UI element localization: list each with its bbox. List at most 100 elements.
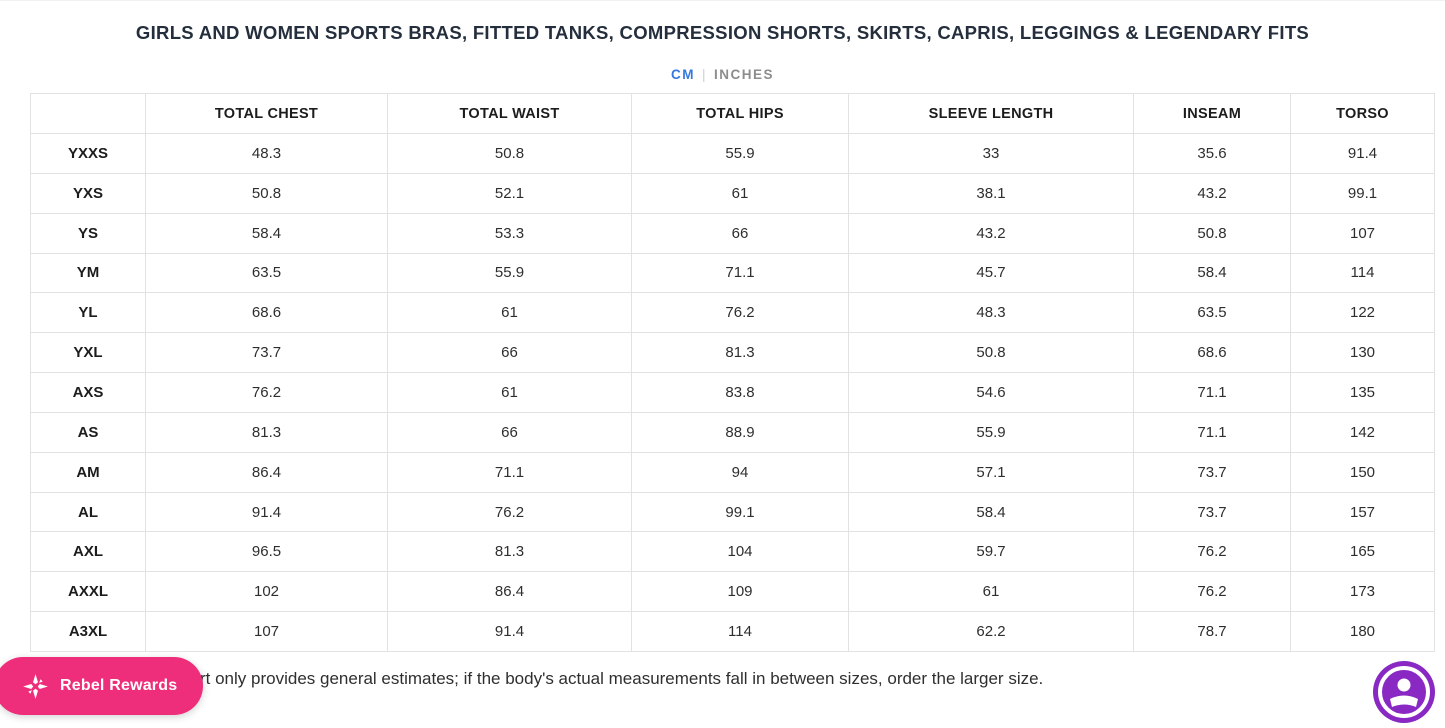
size-label: A3XL (30, 611, 146, 652)
measurement-cell: 55.9 (848, 411, 1134, 453)
measurement-cell: 61 (387, 292, 632, 334)
measurement-cell: 63.5 (1133, 292, 1291, 334)
size-label: YXS (30, 172, 146, 214)
measurement-cell: 50.8 (145, 172, 388, 214)
measure-column-header: TORSO (1290, 93, 1435, 134)
measurement-cell: 35.6 (1133, 133, 1291, 174)
size-label: YL (30, 292, 146, 334)
measure-column-header: TOTAL WAIST (387, 93, 632, 134)
measurement-cell: 54.6 (848, 372, 1134, 413)
size-label: AXS (30, 372, 146, 413)
header-row: TOTAL CHEST TOTAL WAIST TOTAL HIPS SLEEVE L… (30, 93, 1435, 134)
measurement-cell: 104 (631, 531, 849, 573)
accessibility-widget-button[interactable] (1373, 661, 1435, 723)
measurement-cell: 96.5 (145, 531, 388, 573)
measurement-cell: 68.6 (145, 292, 388, 334)
measure-column-header: TOTAL CHEST (145, 93, 388, 134)
table-row: A3XL 107 91.4 114 62.2 78.7 180 (30, 611, 1435, 652)
measurement-cell: 157 (1290, 491, 1435, 533)
measurement-cell: 91.4 (387, 611, 632, 652)
measurement-cell: 38.1 (848, 172, 1134, 214)
table-row: YS 58.4 53.3 66 43.2 50.8 107 (30, 212, 1435, 254)
measurement-cell: 83.8 (631, 372, 849, 413)
measurement-cell: 71.1 (1133, 372, 1291, 413)
measurement-cell: 50.8 (848, 332, 1134, 374)
measurement-cell: 57.1 (848, 451, 1134, 493)
measurement-cell: 122 (1290, 292, 1435, 334)
measurement-cell: 173 (1290, 571, 1435, 613)
measurement-cell: 150 (1290, 451, 1435, 493)
measurement-cell: 86.4 (387, 571, 632, 613)
measure-column-header: INSEAM (1133, 93, 1291, 134)
measurement-cell: 61 (848, 571, 1134, 613)
table-row: AS 81.3 66 88.9 55.9 71.1 142 (30, 411, 1435, 453)
measurement-cell: 109 (631, 571, 849, 613)
measurement-cell: 58.4 (848, 491, 1134, 533)
measurement-cell: 62.2 (848, 611, 1134, 652)
unit-toggle-inches[interactable]: INCHES (714, 67, 775, 82)
measurement-cell: 50.8 (387, 133, 632, 174)
size-column-header (30, 93, 146, 134)
measurement-cell: 73.7 (1133, 491, 1291, 533)
table-row: AXL 96.5 81.3 104 59.7 76.2 165 (30, 531, 1435, 573)
measurement-cell: 43.2 (848, 212, 1134, 254)
size-label: YS (30, 212, 146, 254)
measurement-cell: 99.1 (631, 491, 849, 533)
size-label: YM (30, 252, 146, 294)
measurement-cell: 142 (1290, 411, 1435, 453)
accessibility-person-icon (1373, 666, 1435, 727)
measurement-cell: 58.4 (1133, 252, 1291, 294)
measurement-cell: 76.2 (631, 292, 849, 334)
measure-column-header: TOTAL HIPS (631, 93, 849, 134)
measurement-cell: 33 (848, 133, 1134, 174)
table-row: AM 86.4 71.1 94 57.1 73.7 150 (30, 451, 1435, 493)
measurement-cell: 71.1 (631, 252, 849, 294)
measurement-cell: 61 (631, 172, 849, 214)
measurement-cell: 73.7 (1133, 451, 1291, 493)
table-row: AL 91.4 76.2 99.1 58.4 73.7 157 (30, 491, 1435, 533)
size-label: AXXL (30, 571, 146, 613)
measurement-cell: 53.3 (387, 212, 632, 254)
table-row: AXXL 102 86.4 109 61 76.2 173 (30, 571, 1435, 613)
measurement-cell: 165 (1290, 531, 1435, 573)
measurement-cell: 76.2 (145, 372, 388, 413)
measurement-cell: 107 (1290, 212, 1435, 254)
measurement-cell: 43.2 (1133, 172, 1291, 214)
measurement-cell: 76.2 (1133, 571, 1291, 613)
measurement-cell: 81.3 (387, 531, 632, 573)
table-row: YM 63.5 55.9 71.1 45.7 58.4 114 (30, 252, 1435, 294)
size-chart-body: YXXS 48.3 50.8 55.9 33 35.6 91.4 YXS 50.8 52.1 61 3… (30, 133, 1435, 652)
measure-column-header: SLEEVE LENGTH (848, 93, 1134, 134)
rebel-rewards-button[interactable]: Rebel Rewards (0, 657, 204, 715)
measurement-cell: 45.7 (848, 252, 1134, 294)
measurement-cell: 114 (631, 611, 849, 652)
measurement-cell: 73.7 (145, 332, 388, 374)
measurement-cell: 81.3 (145, 411, 388, 453)
measurement-cell: 50.8 (1133, 212, 1291, 254)
size-label: AXL (30, 531, 146, 573)
measurement-cell: 76.2 (1133, 531, 1291, 573)
measurement-cell: 66 (387, 332, 632, 374)
size-label: AS (30, 411, 146, 453)
measurement-cell: 78.7 (1133, 611, 1291, 652)
measurement-cell: 88.9 (631, 411, 849, 453)
size-label: YXL (30, 332, 146, 374)
measurement-cell: 130 (1290, 332, 1435, 374)
measurement-cell: 71.1 (387, 451, 632, 493)
size-label: YXXS (30, 133, 146, 174)
unit-toggle: CM | INCHES (0, 67, 1445, 82)
measurement-cell: 114 (1290, 252, 1435, 294)
measurement-cell: 55.9 (387, 252, 632, 294)
measurement-cell: 81.3 (631, 332, 849, 374)
measurement-cell: 66 (631, 212, 849, 254)
unit-toggle-cm[interactable]: CM (670, 67, 695, 82)
sparkle-star-icon (22, 673, 49, 700)
measurement-cell: 59.7 (848, 531, 1134, 573)
table-row: YXL 73.7 66 81.3 50.8 68.6 130 (30, 332, 1435, 374)
measurement-cell: 91.4 (1290, 133, 1435, 174)
measurement-cell: 76.2 (387, 491, 632, 533)
measurement-cell: 63.5 (145, 252, 388, 294)
measurement-cell: 66 (387, 411, 632, 453)
table-row: YXS 50.8 52.1 61 38.1 43.2 99.1 (30, 172, 1435, 214)
